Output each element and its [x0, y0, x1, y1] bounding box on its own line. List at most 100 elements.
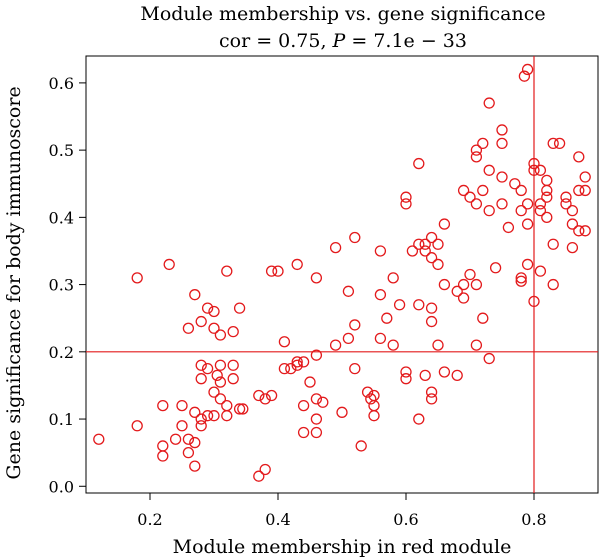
data-point: [233, 403, 246, 415]
data-point: [477, 137, 489, 150]
data-point: [464, 191, 476, 203]
data-point: [297, 356, 310, 368]
data-point: [237, 403, 249, 415]
data-point: [528, 157, 540, 170]
data-point: [291, 258, 303, 271]
data-point: [182, 433, 195, 445]
data-point: [534, 265, 547, 277]
data-point: [419, 238, 431, 250]
data-point: [208, 305, 220, 318]
data-point: [182, 447, 195, 459]
data-point: [253, 389, 265, 402]
data-point: [515, 184, 527, 197]
data-point: [131, 420, 143, 432]
data-point: [573, 184, 585, 197]
data-point: [560, 191, 572, 203]
data-point: [438, 278, 451, 291]
data-point: [329, 241, 342, 254]
data-point: [400, 198, 412, 210]
data-point: [419, 369, 431, 381]
data-point: [528, 164, 540, 176]
data-point: [297, 399, 310, 412]
y-axis: 0.0 0.1 0.2 0.3 0.4 0.5 0.6: [49, 74, 86, 496]
data-point: [227, 325, 239, 338]
data-point: [425, 386, 438, 398]
data-point: [349, 319, 361, 331]
data-point: [195, 373, 207, 385]
data-point: [381, 312, 393, 324]
data-point: [534, 198, 547, 210]
data-point: [496, 171, 508, 183]
data-point: [310, 426, 323, 439]
data-point: [317, 396, 329, 408]
data-point: [419, 245, 431, 257]
x-tick-label: 0.2: [137, 510, 162, 529]
data-point: [189, 289, 201, 301]
data-point: [227, 359, 239, 371]
data-point: [534, 164, 547, 176]
data-point: [425, 393, 438, 405]
data-point: [259, 393, 271, 405]
data-point: [163, 258, 175, 271]
data-point: [285, 362, 297, 375]
data-point: [413, 238, 425, 250]
data-point: [518, 70, 531, 82]
data-point: [349, 362, 361, 375]
data-point: [349, 231, 361, 244]
y-tick-label: 0.4: [49, 208, 74, 227]
data-point: [425, 315, 438, 328]
data-point: [227, 373, 239, 385]
data-point: [566, 218, 579, 230]
subtitle-p-symbol: P: [332, 30, 347, 52]
data-point: [214, 376, 227, 388]
data-point: [201, 302, 214, 314]
x-tick-label: 0.6: [393, 510, 418, 529]
reference-lines: [86, 56, 598, 493]
data-point: [189, 436, 201, 449]
data-point: [579, 171, 591, 183]
data-point: [470, 198, 483, 210]
chart-subtitle: cor = 0.75, P = 7.1e − 33: [219, 30, 467, 52]
data-point: [566, 241, 579, 254]
x-axis: 0.2 0.4 0.6 0.8: [137, 493, 547, 529]
data-point: [310, 349, 323, 361]
data-point: [393, 299, 406, 311]
data-point: [515, 272, 527, 284]
data-point: [470, 278, 483, 291]
data-point: [195, 359, 207, 371]
data-point: [387, 272, 399, 284]
data-point: [211, 369, 223, 381]
data-point: [425, 252, 438, 264]
data-point: [579, 225, 591, 237]
data-point: [387, 339, 399, 351]
data-point: [406, 245, 419, 257]
data-point: [534, 204, 547, 217]
data-point: [182, 322, 195, 334]
data-point: [451, 285, 463, 297]
y-tick-label: 0.0: [49, 477, 74, 496]
y-tick-label: 0.3: [49, 276, 74, 295]
data-point: [528, 295, 540, 308]
data-point: [169, 433, 182, 445]
data-point: [425, 302, 438, 314]
data-point: [259, 463, 271, 476]
data-point: [457, 278, 470, 291]
data-point: [374, 245, 387, 257]
data-point: [265, 389, 278, 402]
data-point: [541, 184, 553, 197]
data-point: [201, 410, 214, 422]
data-point: [195, 315, 207, 328]
data-point: [521, 258, 534, 271]
data-point: [483, 97, 495, 109]
data-point: [189, 460, 201, 472]
data-point: [413, 413, 425, 425]
data-point: [201, 362, 214, 375]
data-point: [374, 289, 387, 301]
data-point: [579, 184, 591, 197]
chart-title: Module membership vs. gene significance: [140, 3, 545, 25]
data-point: [541, 211, 553, 224]
data-point: [483, 204, 495, 217]
data-point: [432, 238, 444, 250]
data-point: [521, 218, 534, 230]
